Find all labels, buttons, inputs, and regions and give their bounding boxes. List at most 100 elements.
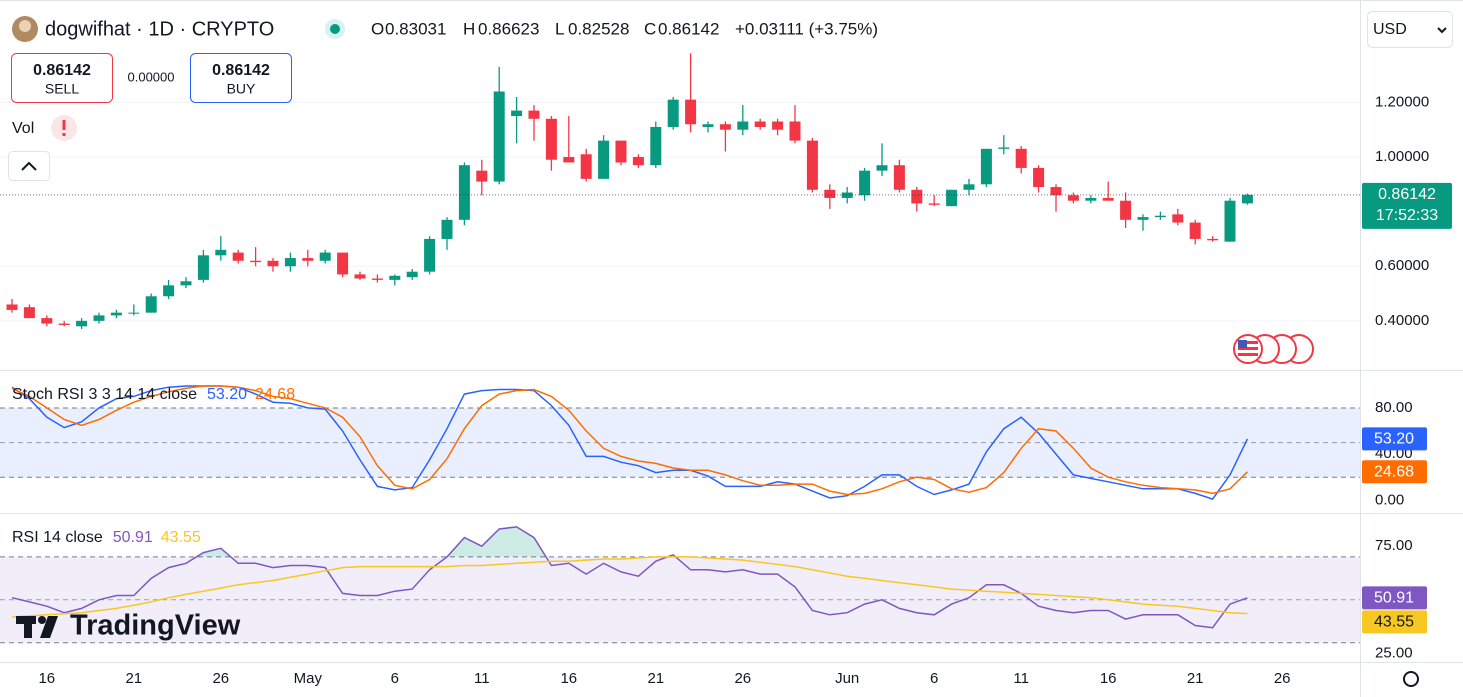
candle-body <box>911 189 923 204</box>
candle-body <box>859 170 871 196</box>
candle-body <box>1102 197 1114 201</box>
candle-body <box>928 203 940 205</box>
candle-body <box>667 99 679 127</box>
candle-body <box>772 121 784 130</box>
y-tick-label: 1.00000 <box>1375 148 1429 165</box>
y-tick-label: 0.40000 <box>1375 312 1429 329</box>
candle-body <box>354 274 366 279</box>
candle-body <box>441 219 453 239</box>
event-flags[interactable] <box>1233 334 1314 364</box>
y-tick-label: 1.20000 <box>1375 93 1429 110</box>
candle-body <box>598 140 610 179</box>
collapse-button[interactable] <box>8 151 50 181</box>
candle-body <box>876 165 888 171</box>
x-tick-label: 21 <box>125 670 142 687</box>
candle-body <box>545 118 557 160</box>
candle-body <box>76 320 88 327</box>
candle-body <box>632 157 644 166</box>
currency-select[interactable] <box>1367 11 1453 48</box>
candle-body <box>493 91 505 182</box>
candle-body <box>1154 215 1166 218</box>
settings-icon[interactable] <box>1403 671 1419 687</box>
avatar-face <box>19 20 31 32</box>
plot-area <box>0 53 1360 644</box>
value-box-label: 24.68 <box>1374 464 1414 481</box>
ohlc-letter: C <box>644 19 656 38</box>
candle-body <box>806 140 818 190</box>
candle-body <box>1120 200 1132 220</box>
x-tick-label: 21 <box>647 670 664 687</box>
candle-body <box>1050 187 1062 196</box>
candle-body <box>824 189 836 198</box>
candle-body <box>1241 194 1253 204</box>
candle-body <box>980 148 992 185</box>
x-tick-label: May <box>294 670 323 687</box>
logo-mark <box>40 616 58 638</box>
candle-body <box>998 147 1010 149</box>
candle-body <box>1067 195 1079 201</box>
legend-value: 24.68 <box>255 386 295 403</box>
volume-label[interactable]: Vol <box>12 120 34 137</box>
last-price-label: 0.86142 <box>1378 186 1436 203</box>
candle-body <box>319 252 331 261</box>
spread: 0.00000 <box>128 69 175 84</box>
currency-chevron <box>1437 27 1447 34</box>
candle-body <box>1137 217 1149 220</box>
candle-body <box>580 154 592 179</box>
logo-mark <box>24 616 32 638</box>
candle-body <box>145 296 157 313</box>
sell-button[interactable] <box>11 53 113 103</box>
warning-mark <box>62 120 66 130</box>
x-tick-label: 16 <box>38 670 55 687</box>
indicator-title: Stoch RSI 3 3 14 14 close <box>12 386 197 403</box>
flag-stripe <box>1238 341 1258 344</box>
candle-body <box>719 124 731 130</box>
candle-body <box>337 252 349 275</box>
legend-value: 50.91 <box>113 529 153 546</box>
symbol-title[interactable]: dogwifhat · 1D · CRYPTO <box>45 18 274 40</box>
candle-body <box>302 258 314 261</box>
ohlc-value: 0.86142 <box>658 19 719 38</box>
candle-body <box>6 304 18 310</box>
candle-body <box>702 124 714 127</box>
buy-button[interactable] <box>190 53 292 103</box>
x-tick-label: 26 <box>1274 670 1291 687</box>
candle-body <box>528 110 540 119</box>
x-tick-label: 26 <box>734 670 751 687</box>
y-tick-label: 25.00 <box>1375 644 1413 661</box>
x-tick-label: 16 <box>560 670 577 687</box>
warning-dot <box>62 133 66 136</box>
x-tick-label: 6 <box>930 670 938 687</box>
indicator-line <box>11 556 1248 618</box>
candle-body <box>267 260 279 267</box>
value-box-label: 50.91 <box>1374 590 1414 607</box>
candle-body <box>163 285 175 297</box>
y-tick-label: 80.00 <box>1375 399 1413 416</box>
candle-body <box>389 275 401 280</box>
candle-body <box>685 99 697 125</box>
candle-body <box>650 126 662 166</box>
value-box <box>1362 427 1427 451</box>
logo: TradingView <box>16 610 241 642</box>
indicator-title: RSI 14 close <box>12 529 103 546</box>
value-box <box>1362 460 1427 484</box>
value-box-label: 43.55 <box>1374 614 1414 631</box>
candle-body <box>180 281 192 286</box>
candle-body <box>1172 214 1184 223</box>
ohlc-value: 0.83031 <box>385 19 446 38</box>
candle-body <box>58 323 70 325</box>
candle-body <box>406 271 418 278</box>
x-tick-label: Jun <box>835 670 859 687</box>
candle-body <box>41 318 53 324</box>
legend-value: 53.20 <box>207 386 247 403</box>
value-box <box>1362 586 1427 610</box>
candle-body <box>197 255 209 280</box>
ohlc-letter: O <box>371 19 384 38</box>
x-tick-label: 21 <box>1187 670 1204 687</box>
candle-body <box>1085 197 1097 201</box>
candle-body <box>23 307 35 319</box>
candle-body <box>1015 148 1027 168</box>
x-tick-label: 11 <box>474 670 490 687</box>
